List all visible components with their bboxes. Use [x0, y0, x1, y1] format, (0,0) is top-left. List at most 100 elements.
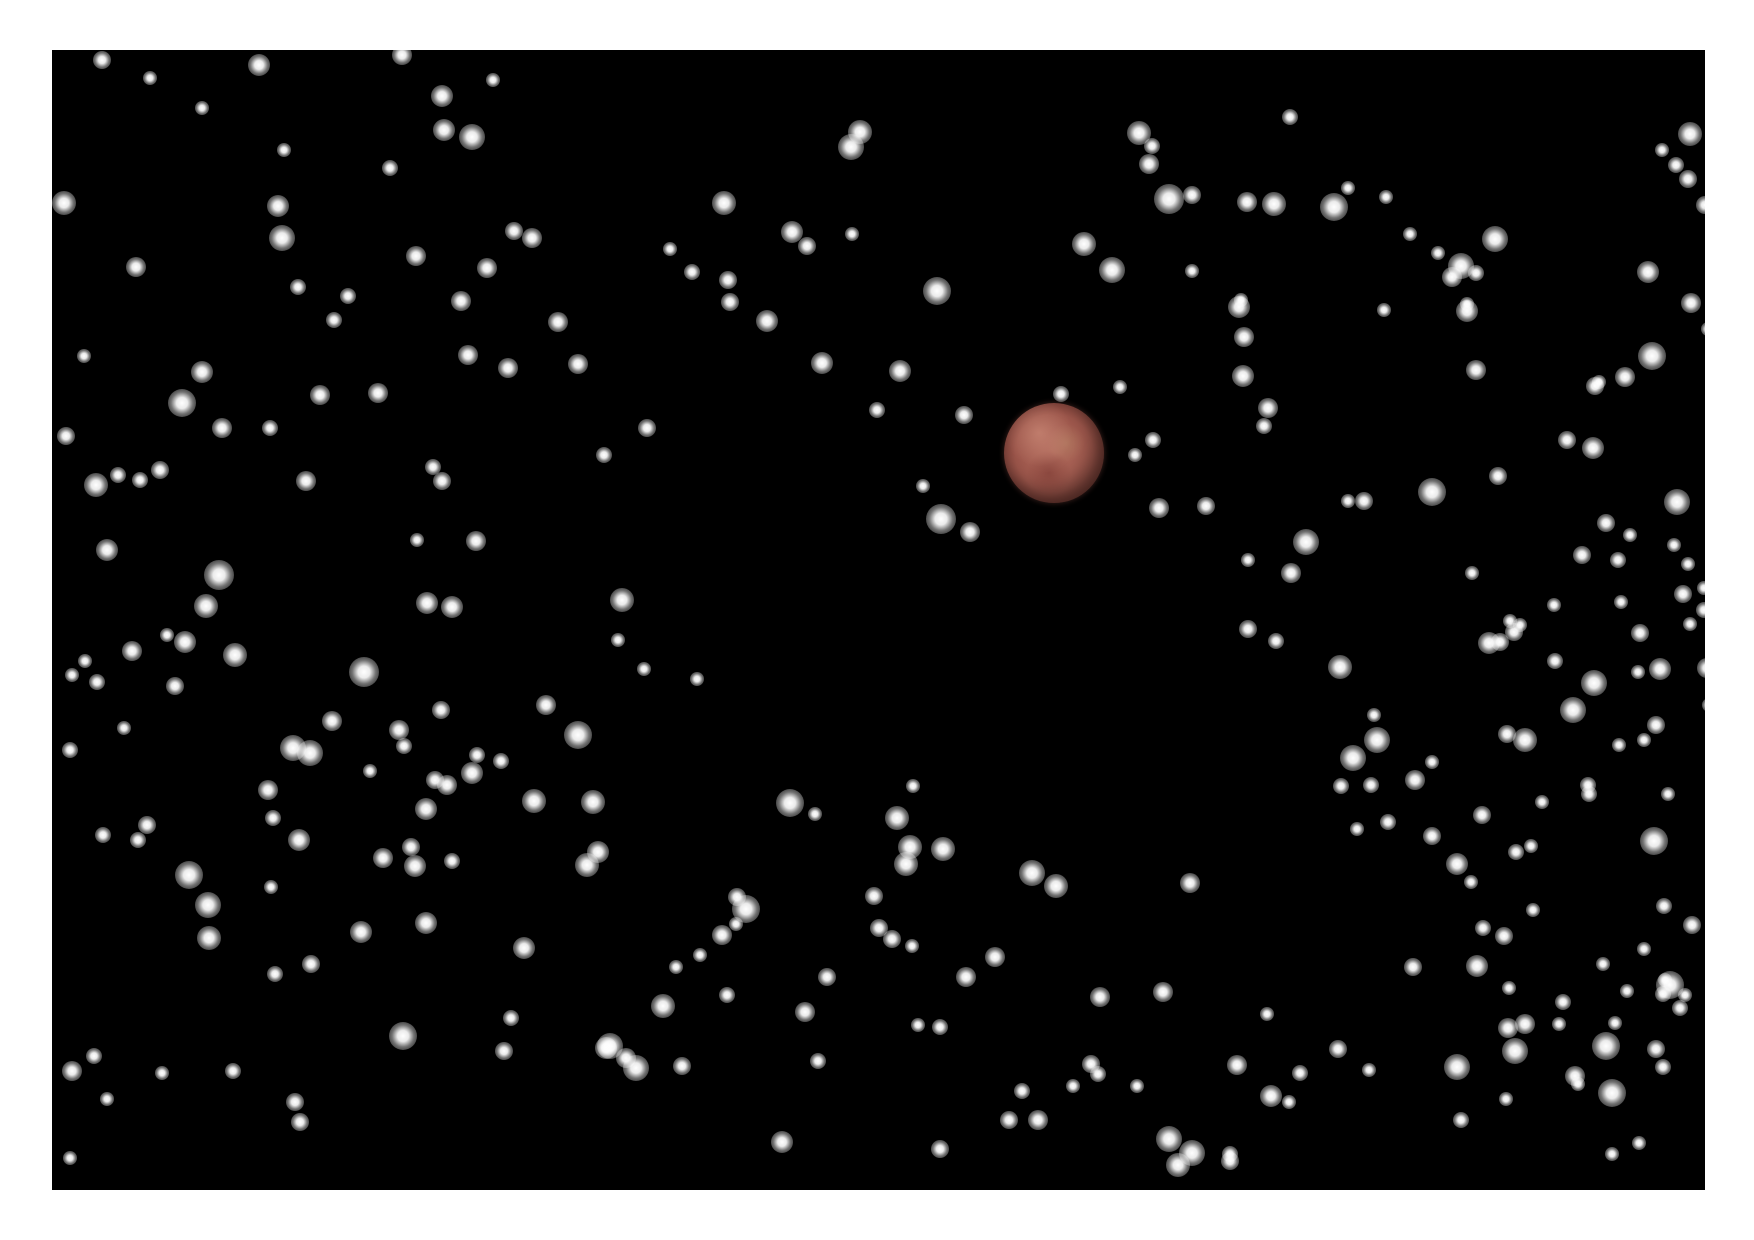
star-97	[1377, 303, 1391, 317]
star-5	[392, 50, 412, 65]
star-300	[1466, 955, 1488, 977]
star-60	[781, 221, 803, 243]
star-126	[1674, 585, 1692, 603]
star-2	[195, 101, 209, 115]
star-75	[1128, 448, 1142, 462]
star-255	[166, 677, 184, 695]
star-53	[690, 672, 704, 686]
star-65	[811, 352, 833, 374]
star-288	[1535, 795, 1549, 809]
star-37	[57, 427, 75, 445]
star-169	[1066, 1079, 1080, 1093]
star-172	[1028, 1110, 1048, 1130]
star-320	[1581, 786, 1597, 802]
star-180	[885, 806, 909, 830]
star-286	[1524, 839, 1538, 853]
star-269	[265, 810, 281, 826]
star-17	[340, 288, 356, 304]
star-156	[1260, 1085, 1282, 1107]
star-279	[1328, 655, 1352, 679]
star-10	[52, 191, 76, 215]
star-293	[1333, 778, 1349, 794]
star-9	[486, 73, 500, 87]
star-263	[194, 594, 218, 618]
star-66	[889, 360, 911, 382]
star-121	[1681, 293, 1701, 313]
star-226	[225, 1063, 241, 1079]
star-122	[1701, 322, 1705, 336]
star-56	[684, 264, 700, 280]
star-42	[96, 539, 118, 561]
star-303	[1552, 1017, 1566, 1031]
star-96	[1379, 190, 1393, 204]
star-282	[1405, 770, 1425, 790]
star-228	[100, 1092, 114, 1106]
star-322	[1647, 716, 1665, 734]
star-296	[1464, 875, 1478, 889]
star-243	[349, 657, 379, 687]
star-106	[1466, 360, 1486, 380]
star-225	[267, 966, 283, 982]
star-137	[1683, 916, 1701, 934]
star-171	[1000, 1111, 1018, 1129]
star-284	[1446, 853, 1468, 875]
star-174	[1044, 874, 1068, 898]
star-139	[1647, 1040, 1665, 1058]
star-194	[771, 1131, 793, 1153]
star-34	[310, 385, 330, 405]
star-221	[389, 1022, 417, 1050]
star-124	[1681, 557, 1695, 571]
star-216	[575, 853, 599, 877]
star-259	[78, 654, 92, 668]
star-306	[1608, 1016, 1622, 1030]
star-82	[1154, 184, 1184, 214]
star-239	[373, 848, 393, 868]
star-52	[637, 662, 651, 676]
star-215	[564, 721, 592, 749]
star-278	[1268, 633, 1284, 649]
star-173	[1090, 987, 1110, 1007]
star-242	[363, 764, 377, 778]
star-177	[931, 837, 955, 861]
star-271	[1197, 497, 1215, 515]
star-15	[290, 279, 306, 295]
star-39	[110, 467, 126, 483]
star-50	[610, 588, 634, 612]
star-103	[1460, 297, 1474, 311]
star-268	[258, 780, 278, 800]
star-49	[441, 596, 463, 618]
star-189	[911, 1018, 925, 1032]
star-123	[1664, 489, 1690, 515]
star-235	[264, 880, 278, 894]
star-208	[581, 790, 605, 814]
star-249	[322, 711, 342, 731]
star-212	[469, 747, 485, 763]
star-46	[466, 531, 486, 551]
star-145	[1592, 1032, 1620, 1060]
star-315	[1498, 725, 1516, 743]
star-67	[869, 402, 885, 418]
star-16	[326, 312, 342, 328]
star-264	[117, 721, 131, 735]
star-113	[1615, 367, 1635, 387]
star-182	[865, 887, 883, 905]
star-283	[1423, 827, 1441, 845]
star-57	[719, 271, 737, 289]
star-47	[204, 560, 234, 590]
star-257	[223, 643, 247, 667]
star-193	[810, 1053, 826, 1069]
star-297	[1475, 920, 1491, 936]
star-199	[651, 994, 675, 1018]
star-68	[923, 277, 951, 305]
star-142	[1598, 1079, 1626, 1107]
starfield-image	[52, 50, 1705, 1190]
star-70	[916, 479, 930, 493]
star-14	[269, 225, 295, 251]
star-204	[729, 917, 743, 931]
star-261	[89, 674, 105, 690]
star-158	[1227, 1055, 1247, 1075]
star-153	[1329, 1040, 1347, 1058]
star-321	[1661, 787, 1675, 801]
star-134	[1640, 827, 1668, 855]
star-252	[389, 720, 409, 740]
